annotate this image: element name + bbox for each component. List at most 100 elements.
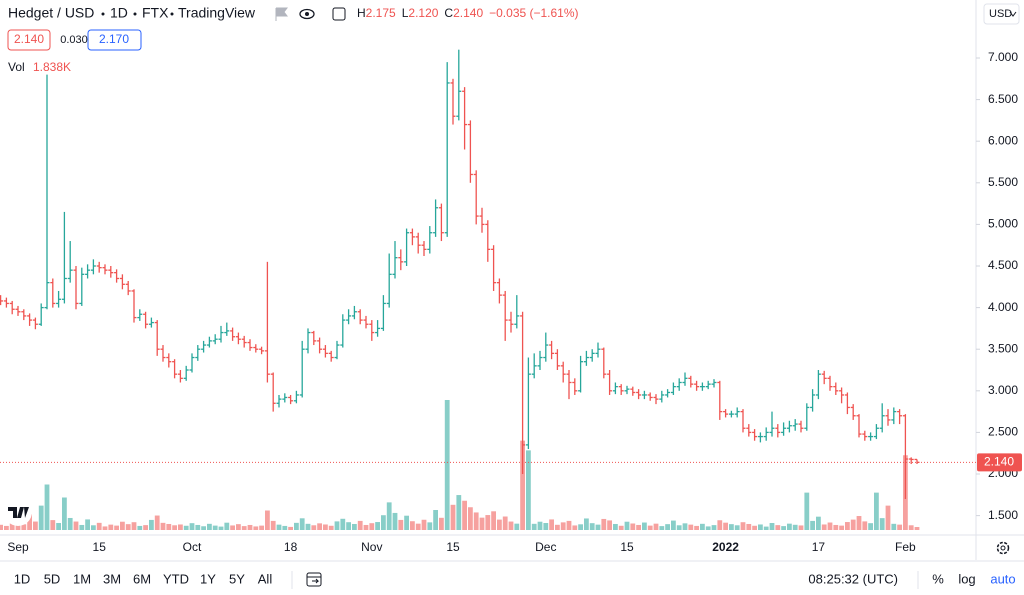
ohlc-bar: [746, 424, 752, 437]
flag-icon[interactable]: [275, 7, 288, 21]
ohlc-bar: [264, 261, 270, 383]
volume-bar: [323, 524, 328, 530]
ohlc-bar: [862, 430, 868, 441]
x-tick-label: Nov: [361, 540, 382, 554]
ohlc-bar: [0, 295, 4, 306]
volume-bar: [555, 524, 560, 530]
volume-bar: [201, 526, 206, 530]
ohlc-bar: [659, 390, 665, 403]
volume-bar: [50, 520, 56, 530]
volume-label: Vol: [8, 60, 25, 74]
ohlc-bar: [235, 332, 241, 345]
range-button[interactable]: 5D: [44, 571, 61, 586]
volume-bar: [589, 523, 595, 530]
scale-button[interactable]: auto: [990, 571, 1015, 586]
volume-bar: [195, 524, 201, 530]
bid-box[interactable]: [7, 29, 51, 51]
last-price-box: [977, 453, 1022, 472]
range-button[interactable]: 1M: [73, 571, 91, 586]
volume-bar: [236, 524, 241, 530]
volume-bar: [160, 522, 166, 530]
volume-bar: [798, 525, 804, 530]
ohlc-bar: [102, 264, 108, 275]
volume-bar: [357, 520, 363, 530]
range-button[interactable]: All: [258, 571, 273, 586]
x-tick-label: 15: [620, 540, 634, 554]
volume-bar: [265, 510, 270, 530]
ohlc-bar: [885, 409, 891, 426]
y-tick-label: 7.000: [988, 50, 1018, 64]
x-tick-label: Oct: [183, 540, 202, 554]
currency-button[interactable]: USD: [983, 3, 1020, 25]
ohlc-bar: [688, 375, 694, 388]
range-button[interactable]: 5Y: [229, 571, 245, 586]
ask-box[interactable]: [87, 29, 142, 51]
ohlc-bar: [549, 340, 555, 360]
volume-bar: [676, 525, 682, 530]
ohlc-bar: [282, 393, 288, 403]
ohlc-bar: [798, 420, 804, 433]
range-button[interactable]: 3M: [103, 571, 121, 586]
volume-bar: [734, 525, 740, 530]
x-tick-label: 18: [284, 540, 298, 554]
scale-button[interactable]: %: [932, 571, 944, 586]
ohlc-bar: [259, 346, 265, 355]
volume-bar: [276, 524, 282, 530]
ohlc-bar: [531, 353, 537, 379]
ohlc-bar: [32, 317, 38, 330]
volume-bar: [38, 505, 44, 530]
volume-bar: [497, 519, 502, 530]
volume-bar: [723, 522, 728, 530]
volume-bar: [810, 520, 815, 530]
volume-bar: [462, 500, 467, 530]
ohlc-bar: [752, 429, 758, 441]
ohlc-bar: [15, 305, 21, 316]
symbol: Hedget / USD: [8, 5, 94, 21]
ohlc-key: H: [357, 6, 366, 20]
volume-bar: [444, 400, 450, 530]
ohlc-bar: [711, 379, 717, 388]
volume-bar: [781, 526, 786, 530]
ohlc-bar: [317, 337, 323, 354]
settings-icon[interactable]: [996, 541, 1010, 555]
eye-icon[interactable]: [299, 8, 315, 20]
range-button[interactable]: YTD: [163, 571, 189, 586]
ohlc-bar: [67, 241, 73, 283]
calendar-icon[interactable]: [306, 572, 322, 587]
volume-bar: [172, 525, 177, 530]
scale-button[interactable]: log: [958, 571, 975, 586]
ohlc-key: C: [444, 6, 453, 20]
ohlc-bar: [647, 392, 653, 401]
volume-bar: [166, 523, 172, 530]
ohlc-bar: [143, 311, 149, 329]
ohlc-bar: [230, 327, 236, 341]
volume-bar: [334, 521, 340, 530]
volume-bar: [241, 526, 247, 530]
ohlc-bar: [607, 370, 613, 395]
range-button[interactable]: 6M: [133, 571, 151, 586]
ohlc-bar: [438, 203, 444, 242]
more-icon[interactable]: [332, 7, 346, 21]
y-tick-label: 5.000: [988, 217, 1018, 231]
currency-box[interactable]: [983, 3, 1020, 25]
ohlc-bar: [496, 278, 502, 304]
ohlc-bar: [79, 267, 85, 306]
ohlc-bar: [404, 228, 410, 267]
volume-bar: [468, 507, 473, 530]
volume-bar: [514, 523, 520, 530]
clock: 08:25:32 (UTC): [808, 571, 898, 586]
last-price-label: 2.140: [984, 455, 1014, 469]
range-button[interactable]: 1Y: [200, 571, 216, 586]
range-button[interactable]: 1D: [14, 571, 31, 586]
volume-bar: [21, 524, 27, 530]
volume-bar: [740, 522, 746, 530]
volume-bar: [96, 522, 102, 530]
ohlc-bar: [293, 390, 299, 404]
volume-bar: [839, 525, 844, 530]
ohlc-bar: [775, 424, 781, 438]
ohlc-bar: [415, 232, 421, 254]
ohlc-bar: [804, 403, 810, 431]
ohlc-bar: [781, 422, 787, 436]
ohlc-bar: [508, 311, 514, 333]
ohlc-bar: [873, 424, 879, 440]
